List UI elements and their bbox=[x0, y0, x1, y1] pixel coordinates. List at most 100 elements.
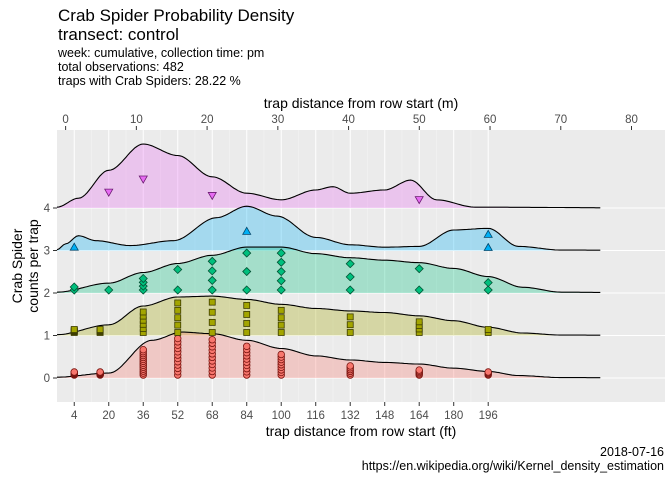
point-2 bbox=[207, 266, 217, 276]
point-0 bbox=[484, 368, 492, 376]
point-3 bbox=[69, 242, 79, 251]
point-0 bbox=[415, 366, 423, 374]
point-1 bbox=[174, 314, 182, 322]
x-tick-label: 36 bbox=[137, 410, 150, 422]
point-2 bbox=[173, 264, 183, 275]
point-0 bbox=[96, 368, 104, 376]
y-tick-label: 3 bbox=[44, 246, 50, 258]
point-2 bbox=[207, 256, 217, 266]
point-1 bbox=[208, 298, 216, 306]
point-1 bbox=[174, 306, 182, 314]
plot-panel bbox=[57, 130, 665, 402]
point-1 bbox=[243, 311, 251, 318]
point-1 bbox=[208, 329, 216, 336]
point-0 bbox=[346, 362, 354, 370]
x-tick-label: 196 bbox=[479, 410, 498, 422]
y-tick-label: 1 bbox=[44, 331, 50, 343]
x-tick-label: 164 bbox=[410, 410, 430, 422]
point-2 bbox=[414, 285, 424, 295]
point-0 bbox=[243, 342, 251, 350]
point-2 bbox=[483, 278, 493, 288]
point-0 bbox=[139, 345, 147, 354]
chart-title: Crab Spider Probability Density bbox=[58, 6, 295, 25]
point-1 bbox=[346, 321, 354, 329]
point-1 bbox=[208, 318, 216, 326]
point-2 bbox=[276, 248, 286, 258]
point-1 bbox=[346, 313, 354, 321]
y-axis-title: Crab Spidercounts per trap bbox=[9, 219, 41, 313]
point-2 bbox=[207, 285, 217, 295]
point-2 bbox=[276, 257, 286, 267]
x-tick-label: 100 bbox=[272, 410, 291, 422]
point-1 bbox=[277, 321, 285, 329]
point-4 bbox=[104, 188, 114, 197]
point-2 bbox=[207, 275, 217, 285]
density-fill-3 bbox=[57, 206, 601, 251]
y-tick-label: 0 bbox=[44, 373, 50, 385]
x-tick-label: 84 bbox=[240, 410, 253, 422]
point-3 bbox=[483, 229, 493, 238]
density-curve-2 bbox=[56, 246, 601, 293]
ridges bbox=[56, 143, 601, 379]
density-curve-4 bbox=[56, 143, 601, 209]
x2-tick-label: 0 bbox=[62, 114, 68, 126]
point-1 bbox=[484, 326, 492, 333]
point-2 bbox=[276, 285, 286, 295]
point-1 bbox=[70, 326, 78, 333]
density-curve-1 bbox=[56, 295, 601, 336]
point-4 bbox=[138, 175, 148, 184]
x-tick-label: 20 bbox=[102, 410, 115, 422]
point-1 bbox=[174, 299, 182, 307]
x-tick-label: 148 bbox=[375, 410, 394, 422]
y-tick-label: 4 bbox=[44, 203, 51, 215]
point-2 bbox=[242, 248, 252, 258]
x-tick-label: 52 bbox=[171, 410, 184, 422]
point-2 bbox=[104, 285, 114, 295]
point-1 bbox=[277, 329, 285, 336]
x-axis-title: trap distance from row start (ft) bbox=[266, 423, 457, 439]
point-0 bbox=[70, 368, 78, 376]
point-2 bbox=[242, 285, 252, 295]
chart-subtitle: transect: control bbox=[58, 25, 179, 44]
x2-tick-label: 60 bbox=[484, 114, 497, 126]
x-tick-label: 4 bbox=[71, 410, 78, 422]
point-4 bbox=[207, 192, 217, 201]
x2-axis-title: trap distance from row start (m) bbox=[264, 95, 459, 111]
point-3 bbox=[483, 242, 493, 251]
point-2 bbox=[173, 285, 183, 295]
point-1 bbox=[243, 302, 251, 309]
point-1 bbox=[277, 306, 285, 314]
point-2 bbox=[414, 264, 424, 274]
x-tick-label: 116 bbox=[307, 410, 325, 422]
footer-date: 2018-07-16 bbox=[600, 445, 664, 459]
x-tick-label: 68 bbox=[206, 410, 219, 422]
x2-tick-label: 20 bbox=[201, 114, 214, 126]
point-1 bbox=[208, 308, 216, 316]
point-1 bbox=[415, 318, 423, 326]
x2-tick-label: 40 bbox=[342, 114, 355, 126]
y-axis-title-line: Crab Spider bbox=[9, 228, 25, 303]
point-2 bbox=[483, 285, 493, 295]
point-2 bbox=[138, 273, 148, 284]
point-2 bbox=[69, 282, 79, 292]
y-tick-label: 2 bbox=[44, 288, 50, 300]
x2-tick-label: 50 bbox=[413, 114, 426, 126]
point-2 bbox=[242, 266, 252, 277]
density-fill-4 bbox=[57, 144, 601, 208]
density-curve-3 bbox=[56, 205, 601, 251]
x2-tick-label: 80 bbox=[625, 114, 638, 126]
x2-tick-label: 10 bbox=[130, 114, 143, 126]
data-points bbox=[69, 175, 493, 379]
info-total-observations: total observations: 482 bbox=[58, 60, 184, 74]
point-0 bbox=[174, 334, 182, 343]
point-2 bbox=[345, 272, 355, 282]
density-fill-2 bbox=[57, 247, 601, 293]
info-week: week: cumulative, collection time: pm bbox=[58, 46, 265, 60]
point-2 bbox=[276, 276, 286, 286]
density-curve-0 bbox=[57, 331, 601, 379]
point-1 bbox=[174, 329, 182, 336]
point-2 bbox=[345, 285, 355, 295]
point-1 bbox=[139, 308, 147, 316]
